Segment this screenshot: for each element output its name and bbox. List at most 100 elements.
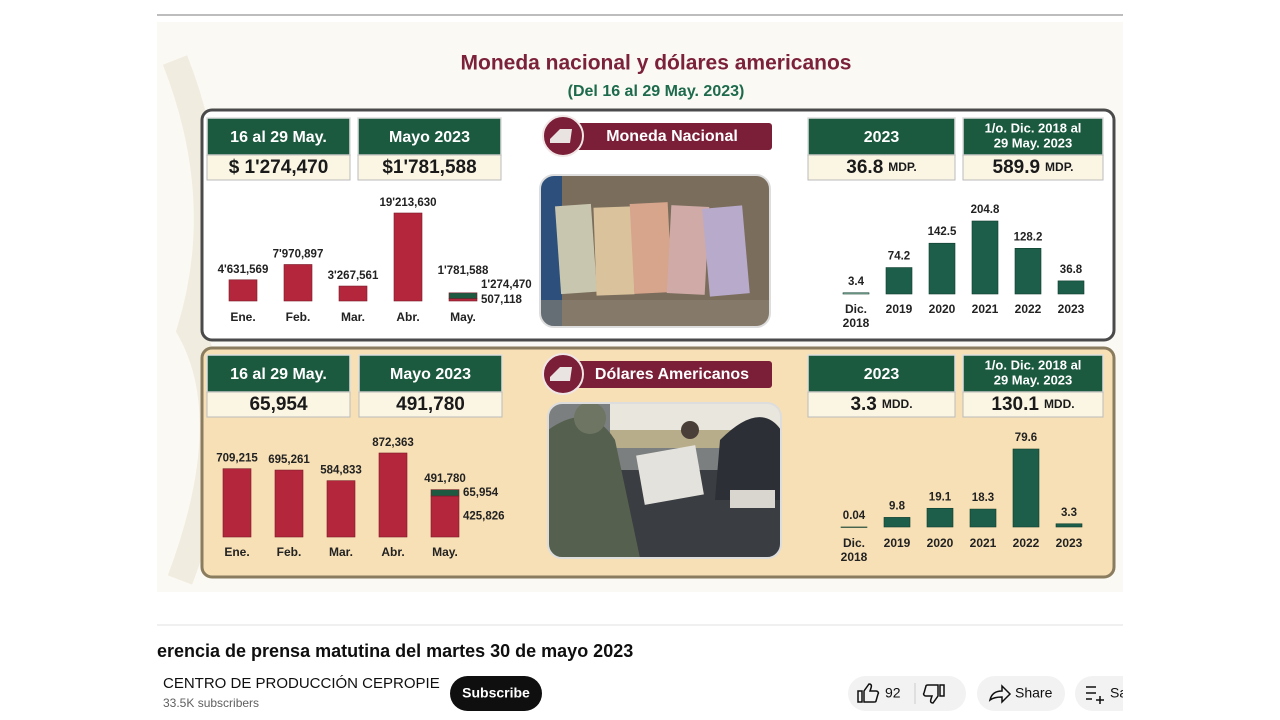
category-label: 2019 xyxy=(886,302,913,316)
category-label: 2021 xyxy=(972,302,999,316)
bar xyxy=(1014,248,1042,295)
total-label: 1'781,588 xyxy=(438,265,489,277)
box-value-number: 589.9 xyxy=(993,157,1041,178)
category-label: 2020 xyxy=(929,302,956,316)
subscribe-label[interactable]: Subscribe xyxy=(462,685,530,701)
box-value-number: 65,954 xyxy=(249,394,308,415)
bar xyxy=(842,292,870,295)
category-label: 2021 xyxy=(970,536,997,550)
bar-segment xyxy=(430,495,460,538)
value-label: 695,261 xyxy=(268,454,310,466)
category-label: 2022 xyxy=(1013,536,1040,550)
bar xyxy=(883,517,911,528)
category-label: Ene. xyxy=(230,310,255,324)
box-header xyxy=(357,117,502,156)
subscribe-button[interactable] xyxy=(450,676,542,711)
box-value-unit: MDD. xyxy=(882,397,913,411)
box-label: 1/o. Dic. 2018 al xyxy=(985,357,1082,372)
bar xyxy=(926,507,954,528)
box-value-number: 491,780 xyxy=(396,394,465,415)
value-label: 584,833 xyxy=(320,465,362,477)
category-label: 2023 xyxy=(1056,536,1083,550)
category-label: Abr. xyxy=(381,545,404,559)
bar xyxy=(840,526,868,528)
value-label: 4'631,569 xyxy=(218,264,269,276)
category-label: 2018 xyxy=(841,550,868,564)
bar xyxy=(1012,448,1040,528)
bar-segment xyxy=(448,298,478,302)
bar-segment xyxy=(326,480,356,538)
box-header xyxy=(807,354,956,393)
box-value: 130.1 MDD. xyxy=(991,394,1074,415)
like-button[interactable] xyxy=(857,683,880,703)
photo-soldiers xyxy=(548,403,781,558)
bar-segment xyxy=(222,468,252,538)
channel-name[interactable]: CENTRO DE PRODUCCIÓN CEPROPIE xyxy=(163,675,440,692)
box-label: Mayo 2023 xyxy=(389,129,470,146)
category-label: 2023 xyxy=(1058,302,1085,316)
bar-segment xyxy=(338,285,368,302)
box-value-unit: MDP. xyxy=(1045,160,1073,174)
value-label: 7'970,897 xyxy=(273,249,324,261)
value-label: 0.04 xyxy=(843,510,866,522)
value-label: 872,363 xyxy=(372,437,414,449)
box-label: 2023 xyxy=(864,366,900,383)
box-label: 29 May. 2023 xyxy=(994,135,1073,150)
category-label: 2020 xyxy=(927,536,954,550)
video-title: erencia de prensa matutina del martes 30… xyxy=(157,641,633,661)
like-count: 92 xyxy=(885,685,901,701)
box-value-bg xyxy=(807,391,956,418)
value-label: 74.2 xyxy=(888,251,910,263)
photo-frame xyxy=(539,174,771,328)
section-icon-glyph xyxy=(550,129,572,143)
section-label: Moneda Nacional xyxy=(606,128,738,145)
box-value-number: 3.3 xyxy=(850,394,876,415)
slide-subtitle: (Del 16 al 29 May. 2023) xyxy=(568,83,745,100)
category-label: Feb. xyxy=(286,310,311,324)
value-label: 19'213,630 xyxy=(379,197,436,209)
bar xyxy=(1055,523,1083,528)
box-value-unit: MDP. xyxy=(888,160,916,174)
section-icon-glyph xyxy=(550,367,572,381)
category-label: Dic. xyxy=(843,536,865,550)
section-pill xyxy=(560,361,772,388)
category-label: 2022 xyxy=(1015,302,1042,316)
box-value-bg xyxy=(206,391,351,418)
segment-label: 425,826 xyxy=(463,511,505,523)
box-label: 16 al 29 May. xyxy=(230,366,327,383)
box-value-unit: MDD. xyxy=(1044,397,1075,411)
share-label[interactable]: Share xyxy=(1015,685,1053,701)
bar xyxy=(928,242,956,295)
subscriber-count: 33.5K subscribers xyxy=(163,696,259,710)
category-label: 2018 xyxy=(843,316,870,330)
box-label: 16 al 29 May. xyxy=(230,129,327,146)
category-label: Mar. xyxy=(341,310,365,324)
value-label: 3'267,561 xyxy=(328,270,379,282)
box-value-number: 36.8 xyxy=(846,157,883,178)
category-label: 2019 xyxy=(884,536,911,550)
value-label: 3.4 xyxy=(848,276,865,288)
save-icon xyxy=(1086,686,1104,704)
value-label: 128.2 xyxy=(1014,231,1043,243)
value-label: 709,215 xyxy=(216,453,258,465)
save-label[interactable]: Sa xyxy=(1110,685,1127,701)
box-value-bg xyxy=(357,154,502,181)
dislike-button[interactable] xyxy=(922,684,945,704)
value-label: 3.3 xyxy=(1061,507,1077,519)
bar-segment xyxy=(448,292,478,299)
box-value-number: $ 1'274,470 xyxy=(229,157,329,178)
value-label: 142.5 xyxy=(928,226,957,238)
section-pill xyxy=(560,123,772,150)
segment-label: 65,954 xyxy=(463,487,499,499)
bar-segment xyxy=(283,264,313,302)
save-button[interactable] xyxy=(1075,676,1155,711)
value-label: 204.8 xyxy=(971,204,1000,216)
box-value: 36.8 MDP. xyxy=(846,157,916,178)
box-label: 2023 xyxy=(864,129,900,146)
share-icon xyxy=(988,684,1012,704)
bar-segment xyxy=(393,212,423,302)
share-button[interactable] xyxy=(977,676,1065,711)
value-label: 79.6 xyxy=(1015,432,1037,444)
